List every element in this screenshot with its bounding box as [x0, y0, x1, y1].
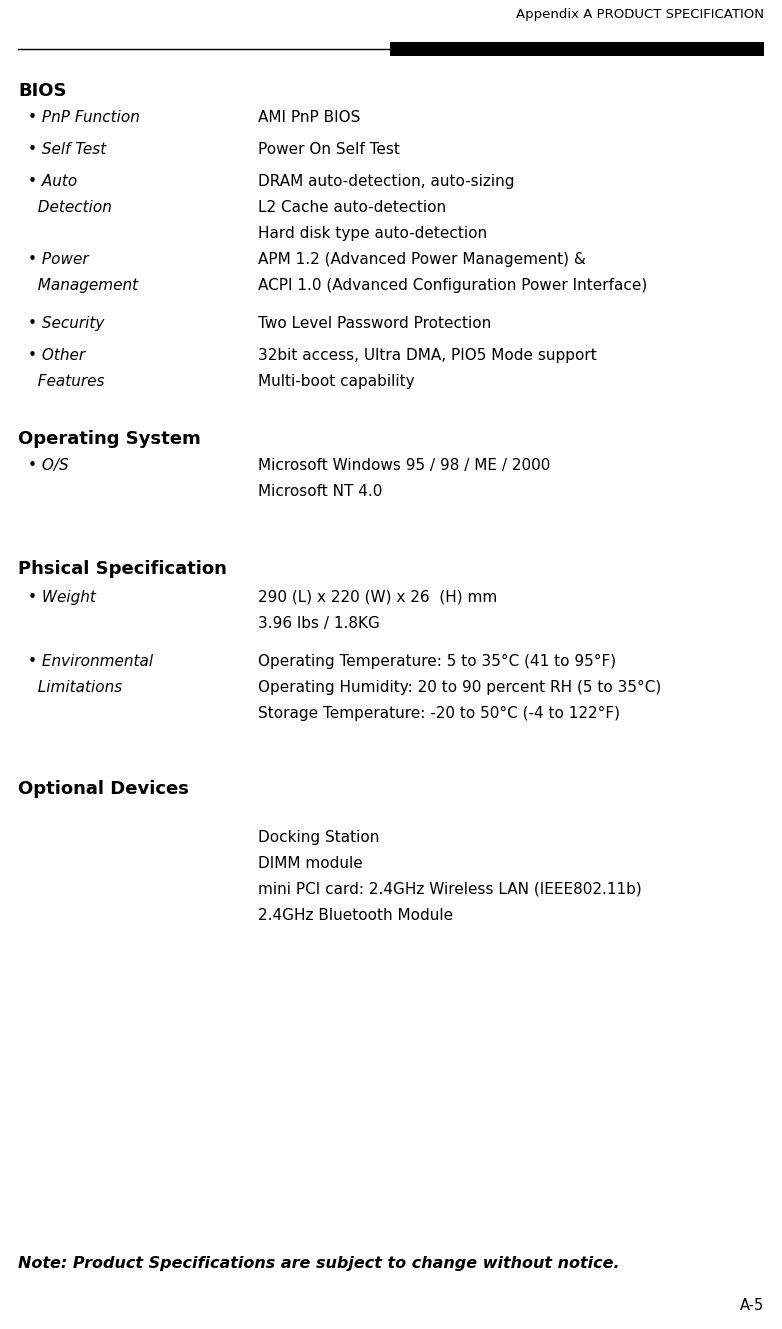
- Text: Microsoft Windows 95 / 98 / ME / 2000: Microsoft Windows 95 / 98 / ME / 2000: [258, 459, 551, 473]
- Text: 2.4GHz Bluetooth Module: 2.4GHz Bluetooth Module: [258, 908, 453, 924]
- Text: Limitations: Limitations: [28, 680, 122, 695]
- Text: Note: Product Specifications are subject to change without notice.: Note: Product Specifications are subject…: [18, 1256, 619, 1271]
- Text: Storage Temperature: -20 to 50°C (-4 to 122°F): Storage Temperature: -20 to 50°C (-4 to …: [258, 706, 620, 722]
- Text: Appendix A PRODUCT SPECIFICATION: Appendix A PRODUCT SPECIFICATION: [516, 8, 764, 21]
- Text: Optional Devices: Optional Devices: [18, 780, 189, 797]
- Text: Operating Humidity: 20 to 90 percent RH (5 to 35°C): Operating Humidity: 20 to 90 percent RH …: [258, 680, 662, 695]
- Text: 32bit access, Ultra DMA, PIO5 Mode support: 32bit access, Ultra DMA, PIO5 Mode suppo…: [258, 348, 597, 363]
- Text: Features: Features: [28, 373, 105, 389]
- Text: Microsoft NT 4.0: Microsoft NT 4.0: [258, 484, 382, 498]
- Text: • PnP Function: • PnP Function: [28, 110, 140, 125]
- Text: • Other: • Other: [28, 348, 85, 363]
- Text: Phsical Specification: Phsical Specification: [18, 560, 227, 578]
- Text: Operating Temperature: 5 to 35°C (41 to 95°F): Operating Temperature: 5 to 35°C (41 to …: [258, 654, 616, 668]
- Text: AMI PnP BIOS: AMI PnP BIOS: [258, 110, 361, 125]
- Text: A-5: A-5: [740, 1298, 764, 1313]
- Text: Detection: Detection: [28, 199, 112, 215]
- Text: L2 Cache auto-detection: L2 Cache auto-detection: [258, 199, 446, 215]
- Text: Hard disk type auto-detection: Hard disk type auto-detection: [258, 226, 487, 241]
- Text: BIOS: BIOS: [18, 82, 66, 100]
- Text: Docking Station: Docking Station: [258, 831, 379, 845]
- Text: DRAM auto-detection, auto-sizing: DRAM auto-detection, auto-sizing: [258, 174, 515, 189]
- Text: 290 (L) x 220 (W) x 26  (H) mm: 290 (L) x 220 (W) x 26 (H) mm: [258, 590, 497, 605]
- Text: mini PCI card: 2.4GHz Wireless LAN (IEEE802.11b): mini PCI card: 2.4GHz Wireless LAN (IEEE…: [258, 882, 642, 897]
- Text: • Environmental: • Environmental: [28, 654, 153, 668]
- Text: • Auto: • Auto: [28, 174, 77, 189]
- Text: ACPI 1.0 (Advanced Configuration Power Interface): ACPI 1.0 (Advanced Configuration Power I…: [258, 278, 647, 292]
- Text: APM 1.2 (Advanced Power Management) &: APM 1.2 (Advanced Power Management) &: [258, 253, 586, 267]
- Text: DIMM module: DIMM module: [258, 856, 363, 870]
- Text: • Weight: • Weight: [28, 590, 96, 605]
- Text: Multi-boot capability: Multi-boot capability: [258, 373, 414, 389]
- Text: • O/S: • O/S: [28, 459, 69, 473]
- Text: • Power: • Power: [28, 253, 88, 267]
- Bar: [390, 43, 764, 56]
- Text: Two Level Password Protection: Two Level Password Protection: [258, 316, 491, 331]
- Text: • Self Test: • Self Test: [28, 142, 106, 157]
- Text: Power On Self Test: Power On Self Test: [258, 142, 400, 157]
- Text: 3.96 lbs / 1.8KG: 3.96 lbs / 1.8KG: [258, 617, 380, 631]
- Text: • Security: • Security: [28, 316, 104, 331]
- Text: Operating System: Operating System: [18, 431, 201, 448]
- Text: Management: Management: [28, 278, 138, 292]
